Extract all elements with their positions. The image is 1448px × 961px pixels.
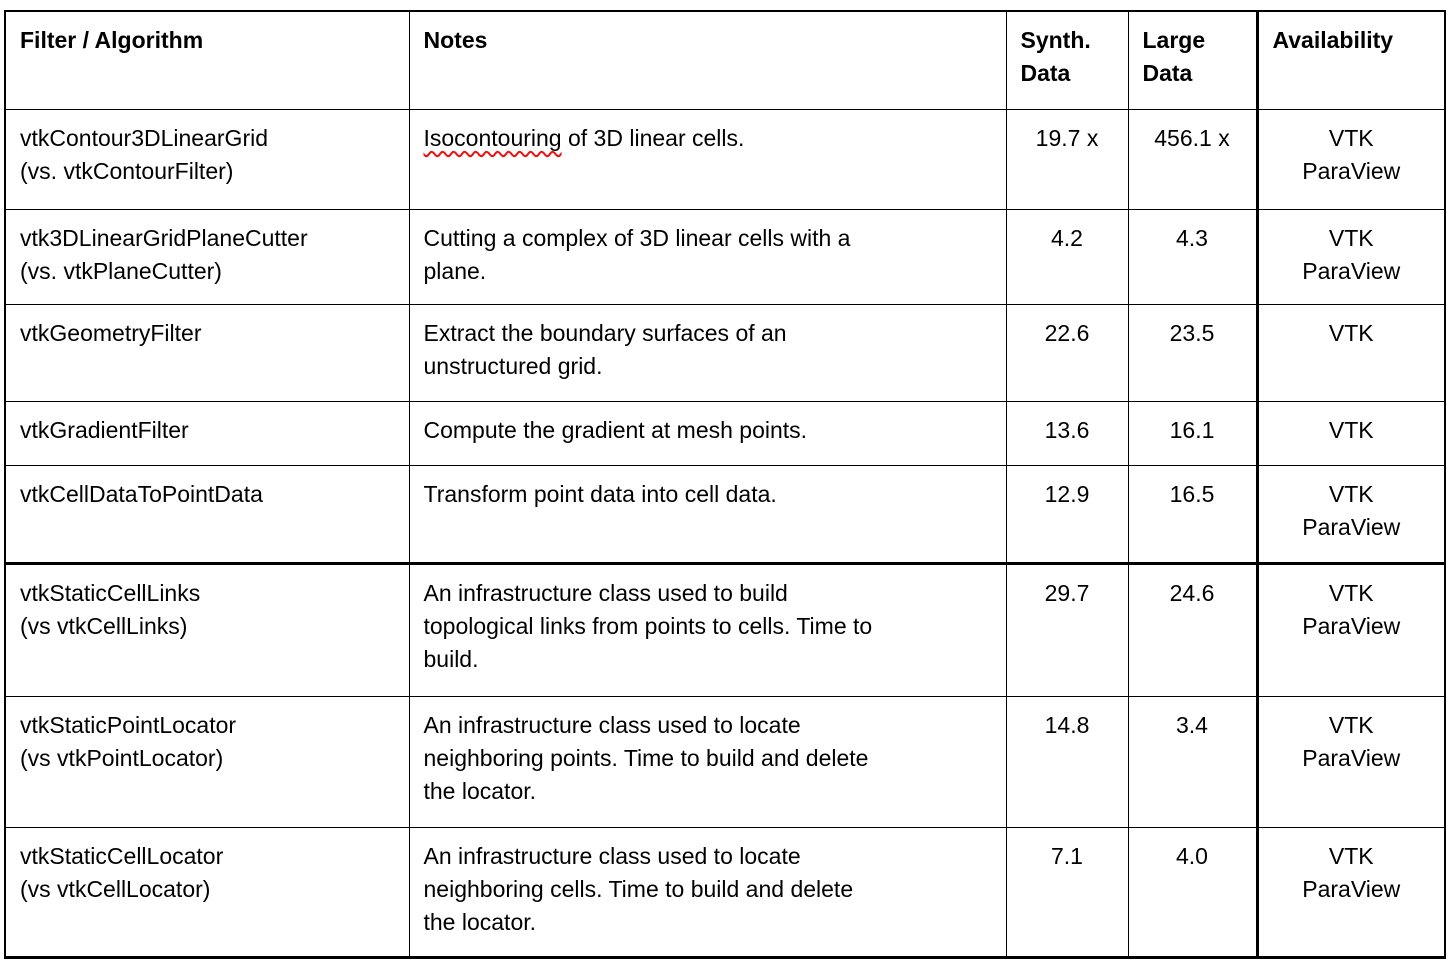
notes-cell: An infrastructure class used to build to… [408, 561, 1007, 697]
availability-cell: VTK [1255, 303, 1446, 402]
column-header-synth-data: Synth. Data [1005, 10, 1129, 110]
synth-data-cell: 7.1 [1005, 826, 1129, 959]
notes-cell: Cutting a complex of 3D linear cells wit… [408, 208, 1007, 305]
notes-cell: Extract the boundary surfaces of an unst… [408, 303, 1007, 402]
availability-cell: VTK ParaView [1255, 826, 1446, 959]
table-row: vtkStaticPointLocator (vs vtkPointLocato… [4, 695, 1446, 828]
notes-cell: An infrastructure class used to locate n… [408, 695, 1007, 828]
filter-name-cell: vtkGeometryFilter [4, 303, 410, 402]
filter-name-cell: vtkCellDataToPointData [4, 464, 410, 564]
synth-data-cell: 4.2 [1005, 208, 1129, 305]
large-data-cell: 16.5 [1127, 464, 1258, 564]
column-header-notes: Notes [408, 10, 1007, 110]
notes-cell: Transform point data into cell data. [408, 464, 1007, 564]
availability-cell: VTK [1255, 400, 1446, 466]
performance-table: Filter / Algorithm Notes Synth. Data Lar… [4, 10, 1446, 959]
notes-cell: Compute the gradient at mesh points. [408, 400, 1007, 466]
notes-text: of 3D linear cells. [561, 124, 745, 151]
availability-cell: VTK ParaView [1255, 695, 1446, 828]
table-row: vtk3DLinearGridPlaneCutter (vs. vtkPlane… [4, 208, 1446, 305]
synth-data-cell: 22.6 [1005, 303, 1129, 402]
synth-data-cell: 19.7 x [1005, 108, 1129, 210]
filter-name-cell: vtkStaticCellLinks (vs vtkCellLinks) [4, 561, 410, 697]
filter-name-cell: vtkStaticPointLocator (vs vtkPointLocato… [4, 695, 410, 828]
large-data-cell: 24.6 [1127, 561, 1258, 697]
large-data-cell: 23.5 [1127, 303, 1258, 402]
large-data-cell: 16.1 [1127, 400, 1258, 466]
notes-cell: An infrastructure class used to locate n… [408, 826, 1007, 959]
large-data-cell: 4.3 [1127, 208, 1258, 305]
filter-name-cell: vtkContour3DLinearGrid (vs. vtkContourFi… [4, 108, 410, 210]
availability-cell: VTK ParaView [1255, 208, 1446, 305]
table-row: vtkGradientFilter Compute the gradient a… [4, 400, 1446, 466]
table-row: vtkCellDataToPointData Transform point d… [4, 464, 1446, 564]
table-row: vtkContour3DLinearGrid (vs. vtkContourFi… [4, 108, 1446, 210]
availability-cell: VTK ParaView [1255, 108, 1446, 210]
synth-data-cell: 13.6 [1005, 400, 1129, 466]
misspelled-word: Isocontouring [423, 124, 562, 151]
table-row: vtkStaticCellLinks (vs vtkCellLinks) An … [4, 561, 1446, 697]
availability-cell: VTK ParaView [1255, 464, 1446, 564]
column-header-availability: Availability [1255, 10, 1446, 110]
availability-cell: VTK ParaView [1255, 561, 1446, 697]
filter-name-cell: vtkStaticCellLocator (vs vtkCellLocator) [4, 826, 410, 959]
column-header-large-data: Large Data [1127, 10, 1258, 110]
synth-data-cell: 12.9 [1005, 464, 1129, 564]
synth-data-cell: 14.8 [1005, 695, 1129, 828]
table-row: vtkStaticCellLocator (vs vtkCellLocator)… [4, 826, 1446, 959]
column-header-filter-algorithm: Filter / Algorithm [4, 10, 410, 110]
large-data-cell: 456.1 x [1127, 108, 1258, 210]
filter-name-cell: vtk3DLinearGridPlaneCutter (vs. vtkPlane… [4, 208, 410, 305]
table-row: vtkGeometryFilter Extract the boundary s… [4, 303, 1446, 402]
large-data-cell: 4.0 [1127, 826, 1258, 959]
notes-cell: Isocontouring of 3D linear cells. [408, 108, 1007, 210]
large-data-cell: 3.4 [1127, 695, 1258, 828]
synth-data-cell: 29.7 [1005, 561, 1129, 697]
table-header-row: Filter / Algorithm Notes Synth. Data Lar… [4, 10, 1446, 110]
filter-name-cell: vtkGradientFilter [4, 400, 410, 466]
